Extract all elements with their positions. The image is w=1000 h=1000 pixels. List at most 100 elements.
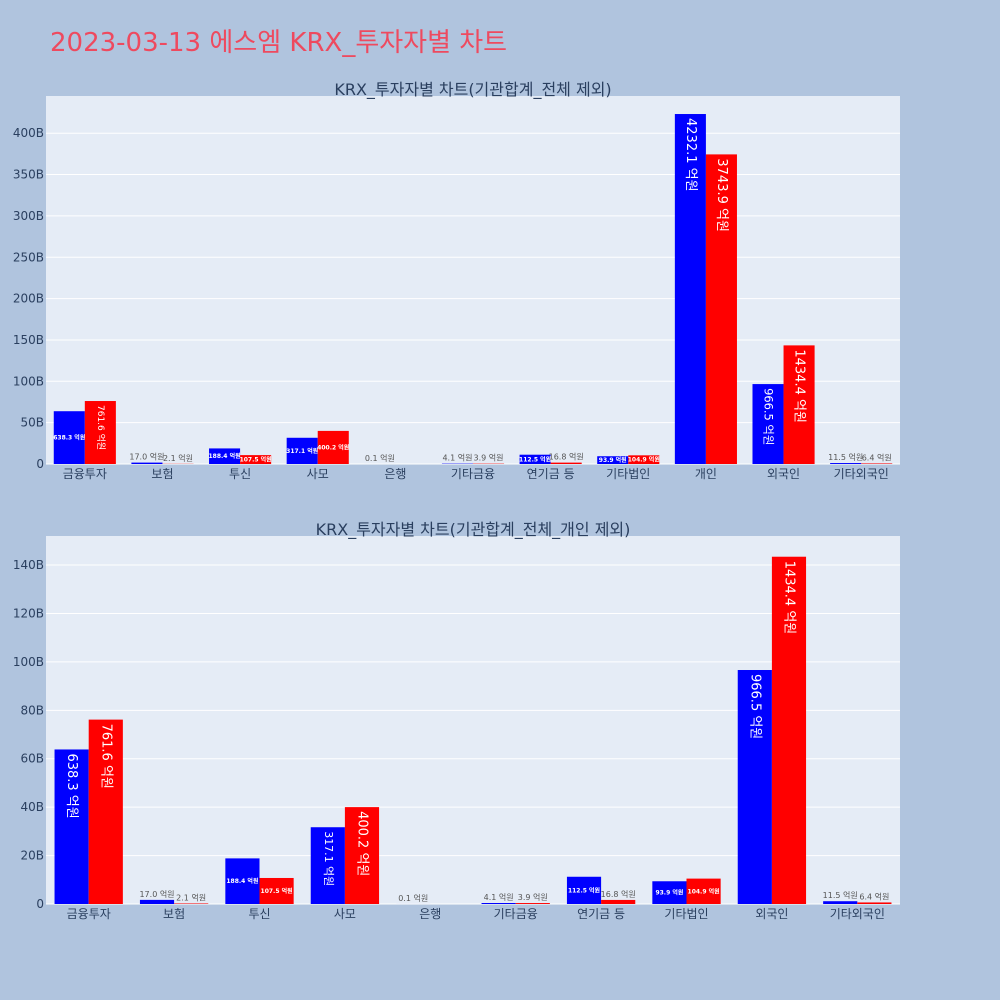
data-label: 761.6 억원 — [98, 724, 113, 789]
x-tick-label: 보험 — [163, 907, 185, 921]
data-label: 188.4 억원 — [226, 877, 258, 885]
chart-bottom: 0 20B 40B 60B 80B 100B 120B 140B KRX_투자자별 차트(기관합… — [13, 520, 900, 921]
bar — [566, 876, 602, 904]
x-tick-label: 연기금 등 — [577, 907, 625, 921]
bar — [674, 114, 706, 464]
x-tick-label: 투신 — [248, 907, 270, 921]
bar — [737, 670, 772, 904]
chart-title: KRX_투자자별 차트(기관합계_전체 제외) — [334, 80, 611, 100]
data-label: 11.5 억원 — [828, 452, 863, 462]
data-label: 317.1 억원 — [322, 831, 335, 886]
bar — [597, 456, 629, 464]
data-label: 3.9 억원 — [518, 892, 548, 902]
bar — [259, 877, 294, 904]
bar — [515, 903, 550, 904]
y-tick-label: 300B — [13, 209, 44, 223]
bar — [240, 455, 272, 464]
data-label: 638.3 억원 — [64, 753, 79, 818]
y-tick-label: 80B — [20, 703, 44, 717]
y-tick-label: 0 — [36, 897, 44, 911]
bar — [783, 345, 815, 464]
data-label: 3.9 억원 — [474, 453, 504, 463]
x-tick-label: 은행 — [384, 466, 406, 481]
data-label: 6.4 억원 — [862, 452, 892, 462]
x-tick-label: 기타금융 — [451, 467, 495, 481]
y-tick-label: 150B — [13, 333, 44, 347]
x-tick-label: 사모 — [307, 467, 329, 481]
page-title: 2023-03-13 에스엠 KRX_투자자별 차트 — [50, 28, 508, 58]
data-label: 16.8 억원 — [601, 889, 636, 899]
x-tick-label: 외국인 — [767, 467, 800, 481]
data-label: 1434.4 억원 — [781, 561, 796, 635]
bar — [225, 858, 260, 904]
data-label: 761.6 억원 — [95, 405, 107, 450]
x-tick-label: 연기금 등 — [527, 467, 575, 481]
y-tick-label: 100B — [13, 374, 44, 388]
y-tick-label: 400B — [13, 126, 44, 140]
bar — [823, 901, 858, 904]
bar — [481, 903, 516, 904]
data-label: 966.5 억원 — [762, 388, 776, 445]
bar — [519, 454, 551, 464]
data-label: 104.9 억원 — [688, 887, 720, 895]
bar — [310, 827, 345, 904]
bar — [652, 881, 687, 904]
data-label: 16.8 억원 — [549, 452, 584, 462]
bar — [54, 749, 89, 904]
bar — [88, 719, 123, 904]
x-tick-label: 개인 — [695, 467, 717, 481]
bar — [550, 462, 582, 464]
data-label: 966.5 억원 — [747, 674, 762, 739]
data-label: 400.2 억원 — [354, 811, 369, 876]
bar — [861, 463, 893, 464]
x-tick-label: 금융투자 — [63, 467, 107, 481]
data-label: 6.4 억원 — [859, 891, 889, 901]
data-label: 107.5 억원 — [240, 456, 272, 464]
y-tick-label: 20B — [20, 849, 44, 863]
data-label: 4232.1 억원 — [683, 118, 698, 192]
x-tick-label: 기타법인 — [664, 907, 708, 921]
data-label: 2.1 억원 — [163, 453, 193, 463]
x-tick-label: 보험 — [151, 467, 173, 481]
data-label: 93.9 억원 — [599, 456, 627, 464]
x-tick-label: 기타외국인 — [830, 907, 885, 921]
bar — [174, 903, 209, 904]
data-label: 638.3 억원 — [53, 434, 85, 442]
x-tick-label: 금융투자 — [67, 907, 111, 921]
data-label: 17.0 억원 — [139, 889, 174, 899]
bar — [705, 154, 737, 464]
y-tick-label: 350B — [13, 168, 44, 182]
data-label: 11.5 억원 — [823, 890, 858, 900]
x-tick-label: 은행 — [419, 906, 441, 921]
data-label: 112.5 억원 — [519, 455, 551, 463]
data-label: 400.2 억원 — [317, 443, 349, 451]
chart-top: 0 50B 100B 150B 200B 250B 300B 350B 400B KRX_투자자별… — [13, 80, 900, 481]
y-tick-label: 50B — [20, 416, 44, 430]
y-tick-label: 250B — [13, 250, 44, 264]
x-tick-label: 투신 — [229, 467, 251, 481]
y-tick-label: 40B — [20, 800, 44, 814]
y-tick-label: 200B — [13, 292, 44, 306]
bar — [771, 556, 807, 904]
bar — [601, 899, 636, 904]
y-tick-label: 120B — [13, 606, 44, 620]
data-label: 317.1 억원 — [286, 447, 318, 455]
data-label: 112.5 억원 — [568, 886, 600, 894]
bar — [131, 462, 163, 464]
bar — [53, 411, 85, 464]
data-label: 104.9 억원 — [628, 456, 660, 464]
data-label: 2.1 억원 — [176, 892, 206, 902]
data-label: 107.5 억원 — [261, 887, 293, 895]
data-label: 17.0 억원 — [129, 452, 164, 462]
bar — [344, 807, 380, 904]
chart-title: KRX_투자자별 차트(기관합계_전체_개인 제외) — [316, 520, 631, 540]
x-tick-label: 사모 — [334, 907, 356, 921]
bar — [139, 899, 175, 904]
bar — [857, 902, 892, 904]
data-label: 3743.9 억원 — [714, 158, 729, 232]
data-label: 4.1 억원 — [442, 453, 472, 463]
x-tick-label: 기타외국인 — [834, 467, 889, 481]
y-tick-label: 0 — [36, 457, 44, 471]
bar — [628, 455, 660, 464]
